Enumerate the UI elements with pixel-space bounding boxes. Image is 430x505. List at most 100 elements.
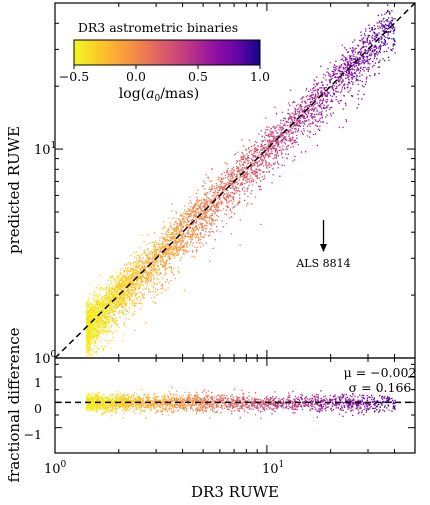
data-point [333, 93, 336, 95]
data-point [329, 79, 331, 81]
data-point [244, 193, 246, 195]
data-point [97, 308, 99, 311]
data-point [86, 315, 88, 317]
data-point [308, 110, 310, 112]
data-point [143, 249, 145, 251]
data-point [208, 204, 210, 207]
data-point [287, 145, 289, 147]
data-point [336, 76, 338, 79]
data-point [159, 243, 161, 245]
data-point [189, 214, 191, 216]
data-point [385, 12, 388, 14]
data-point [351, 80, 353, 83]
data-point [124, 286, 126, 288]
data-point [330, 76, 332, 78]
data-point [179, 214, 181, 216]
data-point [230, 199, 232, 201]
data-point [175, 242, 177, 244]
data-point [264, 139, 266, 141]
data-point [281, 153, 283, 155]
data-point [312, 122, 314, 124]
data-point [106, 293, 108, 295]
data-point [360, 40, 362, 42]
data-point [208, 220, 210, 222]
data-point [113, 288, 116, 290]
data-point [280, 126, 282, 129]
data-point [337, 91, 339, 93]
data-point [231, 168, 233, 170]
data-point [279, 146, 281, 148]
data-point [178, 222, 181, 224]
data-point [135, 270, 137, 272]
data-point [208, 197, 210, 199]
data-point [275, 154, 278, 157]
data-point [314, 96, 316, 99]
data-point [207, 235, 210, 237]
data-point [222, 191, 224, 193]
data-point [93, 303, 96, 306]
data-point [156, 294, 158, 296]
data-point [383, 43, 386, 45]
data-point [110, 305, 112, 307]
data-point [107, 306, 109, 308]
data-point [184, 250, 186, 252]
data-point [131, 292, 133, 294]
data-point [159, 237, 161, 239]
data-point [281, 111, 284, 113]
data-point [292, 101, 295, 103]
data-point [274, 106, 276, 108]
data-point [117, 296, 119, 299]
data-point [318, 105, 320, 107]
data-point [322, 84, 324, 86]
data-point [183, 253, 185, 255]
data-point [105, 298, 107, 300]
data-point [251, 172, 253, 174]
data-point [257, 149, 259, 151]
data-point [166, 244, 168, 246]
data-point [242, 164, 244, 166]
data-point [242, 158, 245, 160]
data-point [146, 262, 149, 264]
data-point [86, 333, 88, 335]
data-point [195, 192, 197, 194]
data-point [272, 132, 274, 135]
data-point [94, 320, 97, 322]
data-point [112, 308, 114, 310]
data-point [191, 210, 193, 212]
data-point [306, 135, 309, 137]
data-point [147, 234, 149, 236]
data-point [262, 159, 264, 161]
data-point [156, 243, 158, 245]
data-point [282, 138, 284, 140]
data-point [243, 176, 246, 178]
data-point [352, 68, 354, 71]
data-point [262, 171, 264, 173]
data-point [357, 83, 359, 86]
data-point [326, 91, 328, 93]
data-point [200, 232, 202, 235]
data-point [105, 311, 107, 313]
data-point [237, 183, 239, 186]
data-point [383, 38, 386, 41]
data-point [99, 274, 101, 276]
data-point [186, 219, 189, 221]
data-point [186, 245, 188, 247]
data-point [339, 79, 341, 81]
data-point [285, 132, 288, 134]
data-point [289, 89, 292, 92]
data-point [204, 225, 206, 227]
data-point [134, 283, 136, 286]
data-point [201, 185, 203, 187]
data-point [151, 266, 153, 268]
data-point [100, 320, 103, 322]
data-point [206, 200, 208, 202]
data-point [86, 355, 88, 357]
data-point [113, 292, 115, 295]
data-point [182, 245, 184, 247]
data-point [270, 135, 272, 137]
data-point [171, 233, 173, 235]
data-point [219, 183, 221, 185]
data-point [185, 243, 187, 245]
data-point [91, 326, 94, 328]
data-point [149, 251, 151, 254]
